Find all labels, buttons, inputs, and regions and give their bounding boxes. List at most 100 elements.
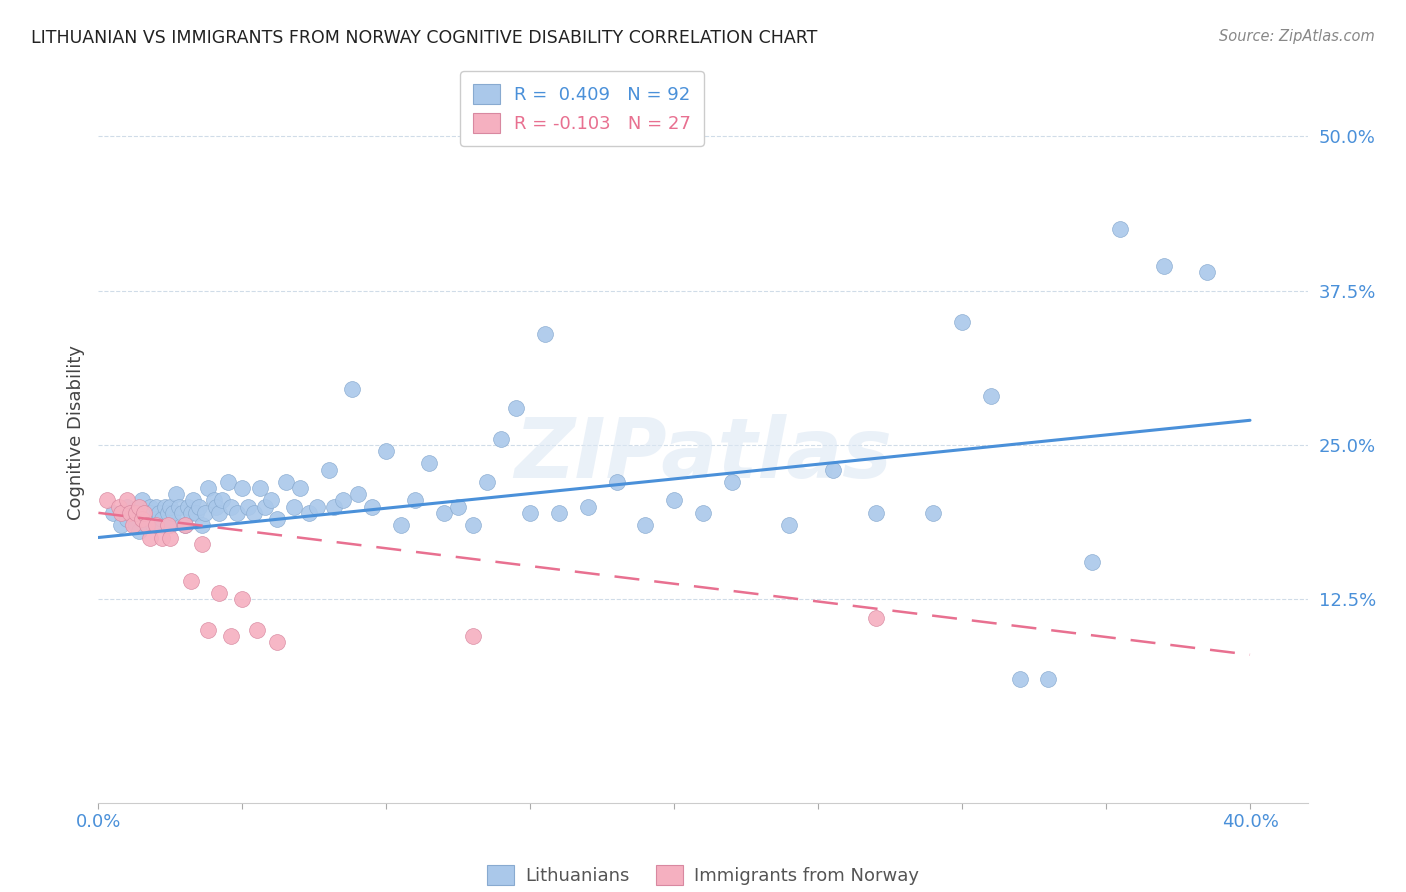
Point bbox=[922, 506, 945, 520]
Point bbox=[1195, 265, 1218, 279]
Point bbox=[176, 500, 198, 514]
Point bbox=[110, 506, 132, 520]
Point bbox=[145, 500, 167, 514]
Point bbox=[332, 493, 354, 508]
Point bbox=[418, 457, 440, 471]
Point bbox=[389, 518, 412, 533]
Point bbox=[461, 518, 484, 533]
Point bbox=[122, 518, 145, 533]
Point bbox=[188, 500, 211, 514]
Point bbox=[136, 518, 159, 533]
Point bbox=[115, 512, 138, 526]
Point bbox=[865, 611, 887, 625]
Point bbox=[260, 493, 283, 508]
Point bbox=[139, 506, 162, 520]
Point bbox=[134, 512, 156, 526]
Point bbox=[606, 475, 628, 489]
Point bbox=[266, 635, 288, 649]
Point bbox=[202, 493, 225, 508]
Point bbox=[346, 487, 368, 501]
Point bbox=[447, 500, 470, 514]
Point bbox=[125, 518, 148, 533]
Point bbox=[340, 383, 363, 397]
Point bbox=[159, 500, 181, 514]
Point bbox=[375, 444, 398, 458]
Point bbox=[180, 574, 202, 588]
Point bbox=[120, 506, 142, 520]
Point bbox=[225, 506, 247, 520]
Point bbox=[519, 506, 541, 520]
Point bbox=[266, 512, 288, 526]
Point bbox=[720, 475, 742, 489]
Point bbox=[664, 493, 686, 508]
Point bbox=[131, 506, 153, 520]
Point bbox=[231, 592, 253, 607]
Point bbox=[159, 518, 181, 533]
Point bbox=[243, 506, 266, 520]
Point bbox=[288, 481, 311, 495]
Point bbox=[197, 623, 219, 637]
Point bbox=[208, 506, 231, 520]
Point bbox=[217, 475, 239, 489]
Point bbox=[173, 518, 195, 533]
Point bbox=[219, 500, 242, 514]
Point bbox=[131, 512, 153, 526]
Point bbox=[634, 518, 657, 533]
Point bbox=[150, 512, 173, 526]
Point bbox=[173, 518, 195, 533]
Point bbox=[128, 524, 150, 539]
Point bbox=[156, 518, 179, 533]
Text: Source: ZipAtlas.com: Source: ZipAtlas.com bbox=[1219, 29, 1375, 44]
Point bbox=[115, 493, 138, 508]
Point bbox=[139, 500, 162, 514]
Point bbox=[274, 475, 297, 489]
Point bbox=[197, 481, 219, 495]
Point bbox=[1153, 259, 1175, 273]
Point bbox=[318, 462, 340, 476]
Point bbox=[249, 481, 271, 495]
Point bbox=[491, 432, 513, 446]
Point bbox=[122, 506, 145, 520]
Point bbox=[165, 487, 187, 501]
Point bbox=[205, 500, 228, 514]
Point bbox=[134, 506, 156, 520]
Point bbox=[128, 500, 150, 514]
Point bbox=[142, 518, 165, 533]
Point bbox=[186, 506, 208, 520]
Point bbox=[361, 500, 384, 514]
Point bbox=[150, 518, 173, 533]
Point bbox=[692, 506, 714, 520]
Point bbox=[246, 623, 269, 637]
Point bbox=[475, 475, 498, 489]
Point bbox=[461, 629, 484, 643]
Point bbox=[211, 493, 233, 508]
Point bbox=[778, 518, 800, 533]
Point bbox=[208, 586, 231, 600]
Point bbox=[183, 493, 205, 508]
Point bbox=[865, 506, 887, 520]
Point bbox=[180, 506, 202, 520]
Point bbox=[980, 389, 1002, 403]
Point bbox=[115, 500, 138, 514]
Point bbox=[219, 629, 242, 643]
Point bbox=[145, 512, 167, 526]
Point bbox=[107, 500, 129, 514]
Point bbox=[110, 518, 132, 533]
Point bbox=[191, 536, 214, 550]
Point bbox=[139, 531, 162, 545]
Point bbox=[148, 506, 170, 520]
Point bbox=[153, 500, 176, 514]
Point bbox=[404, 493, 426, 508]
Legend: Lithuanians, Immigrants from Norway: Lithuanians, Immigrants from Norway bbox=[478, 856, 928, 892]
Point bbox=[297, 506, 319, 520]
Point bbox=[950, 315, 973, 329]
Point bbox=[231, 481, 253, 495]
Point bbox=[307, 500, 329, 514]
Point bbox=[167, 500, 190, 514]
Point bbox=[162, 506, 184, 520]
Point bbox=[136, 518, 159, 533]
Point bbox=[1080, 555, 1102, 569]
Point bbox=[1109, 222, 1132, 236]
Point bbox=[191, 518, 214, 533]
Point bbox=[821, 462, 844, 476]
